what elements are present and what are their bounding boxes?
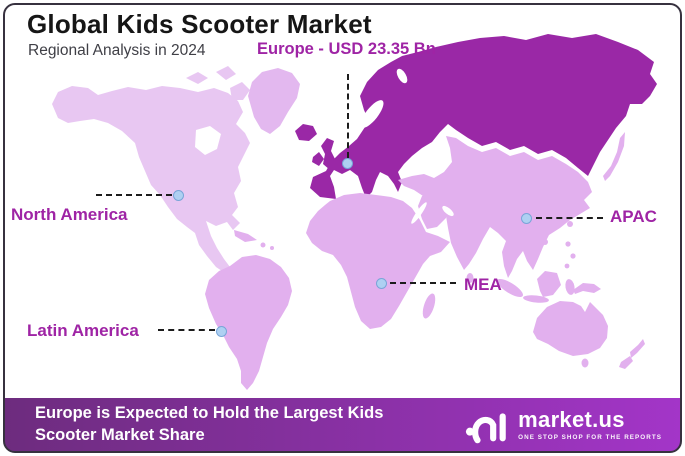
connector-north-america: [96, 194, 172, 196]
connector-mea: [390, 282, 456, 284]
market-us-logo-text: market.us ONE STOP SHOP FOR THE REPORTS: [518, 406, 662, 441]
map-africa: [306, 193, 450, 329]
map-new-zealand: [630, 339, 645, 358]
europe-value-callout: Europe - USD 23.35 Bn: [257, 40, 436, 58]
market-us-logo: market.us ONE STOP SHOP FOR THE REPORTS: [465, 406, 680, 444]
map-ireland: [312, 152, 324, 166]
region-label-mea: MEA: [464, 275, 502, 294]
map-iceland: [295, 124, 317, 141]
marker-dot-apac: [521, 213, 532, 224]
bottom-banner: Europe is Expected to Hold the Largest K…: [5, 398, 680, 451]
map-japan: [603, 132, 625, 181]
map-region-europe-russia-highlight: [295, 34, 657, 199]
region-label-latin-america: Latin America: [27, 321, 139, 340]
map-region-apac: [398, 132, 645, 369]
map-tasmania: [581, 358, 589, 368]
map-borneo: [537, 271, 561, 297]
marker-dot-latin-america: [216, 326, 227, 337]
hudson-bay: [195, 126, 221, 155]
map-region-greenland: [248, 68, 300, 134]
logo-brand-name: market.us: [518, 406, 625, 432]
white-sea: [396, 68, 408, 84]
map-madagascar: [422, 293, 436, 319]
map-taiwan: [567, 221, 573, 227]
connector-apac: [536, 217, 603, 219]
region-label-apac: APAC: [610, 207, 657, 226]
marker-dot-north-america: [173, 190, 184, 201]
map-uk: [321, 138, 336, 170]
persian-gulf: [442, 205, 454, 217]
connector-latin-america: [158, 329, 215, 331]
page-subtitle: Regional Analysis in 2024: [28, 42, 206, 59]
map-java: [523, 295, 549, 303]
map-region-latin-america: [205, 230, 292, 390]
map-region-north-america: [52, 66, 250, 273]
region-label-north-america: North America: [11, 205, 128, 224]
map-sulawesi: [565, 279, 575, 295]
baltic-sea: [360, 100, 384, 128]
marker-dot-mea: [376, 278, 387, 289]
page-title: Global Kids Scooter Market: [27, 9, 372, 39]
map-region-mea: [306, 191, 450, 329]
map-hainan: [542, 239, 548, 245]
map-sumatra: [497, 278, 523, 298]
banner-line-1: Europe is Expected to Hold the Largest K…: [35, 404, 384, 423]
market-us-logo-icon: [466, 412, 506, 443]
map-new-guinea: [573, 283, 601, 294]
marker-dot-europe: [342, 158, 353, 169]
map-sri-lanka: [466, 273, 474, 283]
banner-line-2: Scooter Market Share: [35, 425, 205, 444]
connector-europe: [347, 74, 349, 158]
red-sea: [411, 202, 427, 224]
banner-headline: Europe is Expected to Hold the Largest K…: [5, 403, 383, 445]
logo-tagline: ONE STOP SHOP FOR THE REPORTS: [518, 433, 662, 441]
map-australia: [533, 301, 608, 356]
